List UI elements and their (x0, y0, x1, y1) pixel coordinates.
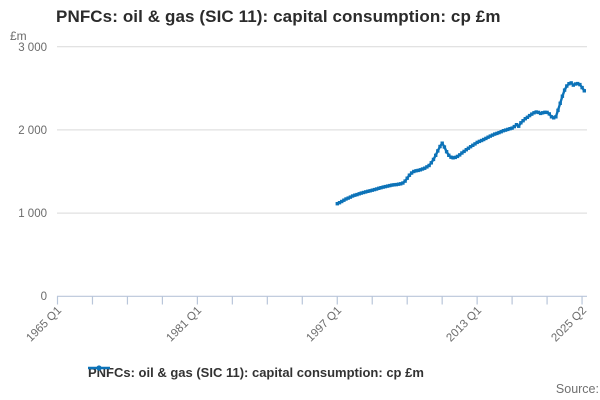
y-axis-unit-label: £m (10, 29, 27, 43)
x-label-1965q1: 1965 Q1 (24, 305, 64, 345)
y-tick-1000: 1 000 (18, 208, 47, 220)
plot-area: 3 000 2 000 1 000 0 1965 Q1 1981 Q1 1997… (18, 42, 589, 345)
y-tick-3000: 3 000 (18, 42, 47, 54)
x-label-1981q1: 1981 Q1 (164, 305, 204, 345)
chart-title: PNFCs: oil & gas (SIC 11): capital consu… (56, 7, 501, 26)
x-label-2013q1: 2013 Q1 (444, 305, 484, 345)
gridlines (57, 46, 587, 214)
x-axis-ticks (56, 296, 583, 305)
legend-line-marker-icon (88, 365, 110, 371)
x-label-1997q1: 1997 Q1 (304, 305, 344, 345)
legend: PNFCs: oil & gas (SIC 11): capital consu… (88, 363, 424, 381)
x-label-2025q2: 2025 Q2 (549, 305, 589, 345)
y-axis-labels: 3 000 2 000 1 000 0 (18, 42, 47, 303)
y-tick-2000: 2 000 (18, 125, 47, 137)
x-axis-labels: 1965 Q1 1981 Q1 1997 Q1 2013 Q1 2025 Q2 (24, 305, 589, 345)
legend-label: PNFCs: oil & gas (SIC 11): capital consu… (88, 364, 424, 380)
y-tick-0: 0 (41, 291, 47, 303)
data-series-line[interactable] (335, 81, 586, 206)
source-note: Source: (555, 382, 599, 396)
